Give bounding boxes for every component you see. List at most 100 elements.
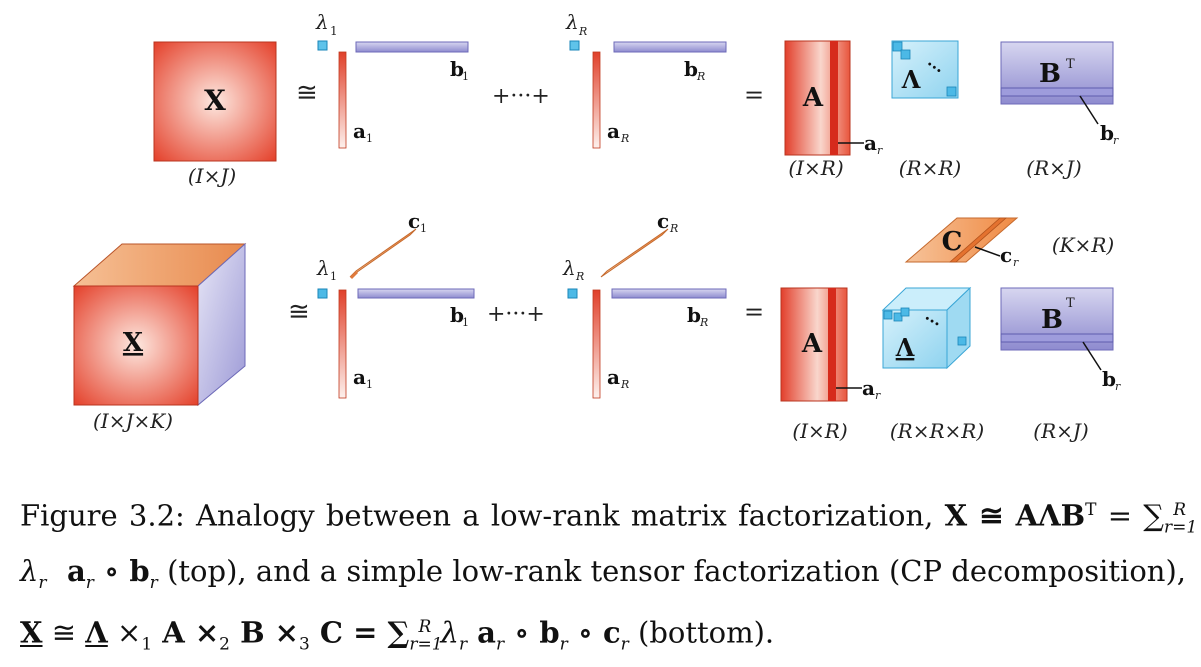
c-1-vector	[349, 228, 417, 278]
a-1-label: a	[353, 119, 366, 143]
matrix-bt-label-bottom: B	[1041, 305, 1063, 335]
matrix-c-col-sub: r	[1013, 256, 1019, 269]
caption-term2-b: ∘ b	[504, 615, 560, 650]
matrix-bt-sup: T	[1066, 57, 1075, 72]
lambda-matrix-label: Λ	[901, 65, 921, 94]
lambda-cube-diag-3	[900, 307, 910, 317]
caption-eq2-b: B ×	[229, 615, 299, 650]
caption-eq1-sup: T	[1085, 500, 1097, 520]
b-r-vector	[613, 41, 727, 53]
matrix-bt-row-r	[1000, 87, 1114, 97]
a-r-vector-bottom	[592, 289, 601, 399]
dims-a: (I×R)	[788, 156, 843, 180]
matrix-bt-sup-bottom: T	[1066, 296, 1075, 311]
matrix-bt-label: B	[1039, 59, 1061, 89]
lambda-r-label: λ	[565, 10, 579, 34]
b-1-label: b	[450, 57, 464, 81]
b-r-pointer-bottom	[1082, 341, 1102, 371]
caption-term2-c: ∘ c	[567, 615, 621, 650]
b-r-pointer	[1079, 95, 1099, 125]
caption-term1-sub: r	[38, 573, 47, 594]
caption-term2-a: a	[467, 615, 496, 650]
caption-prefix: Figure 3.2: Analogy between a low-rank m…	[20, 498, 945, 533]
equals-sign-bottom: =	[744, 298, 764, 326]
matrix-bt-row-sub: r	[1113, 134, 1119, 147]
matrix-a-column-r	[830, 41, 838, 155]
caption-eq2-rest: ×	[107, 615, 142, 650]
b-1-label-bottom: b	[450, 303, 464, 327]
caption-term2-b-sub: r	[559, 634, 568, 655]
lambda-r-sub: R	[578, 25, 587, 38]
matrix-a-label: A	[802, 83, 824, 113]
lambda-r-cube-bottom	[567, 288, 578, 299]
lambda-diag-1	[892, 41, 903, 52]
caption-eq2-a: A ×	[152, 615, 220, 650]
lambda-1-label: λ	[315, 10, 329, 34]
matrix-a	[784, 40, 851, 156]
lambda-cube-diag-2	[893, 312, 903, 322]
caption-eq2-mid: ≅	[42, 615, 86, 650]
a-1-sub: 1	[366, 132, 373, 145]
matrix-c-label: C	[942, 227, 963, 257]
a-1-label-bottom: a	[353, 365, 366, 389]
matrix-a-col-sub: r	[877, 144, 883, 157]
matrix-bt-row-sub-bottom: r	[1115, 380, 1121, 393]
a-1-vector-bottom	[338, 289, 347, 399]
caption-eq1-rest: = ∑	[1096, 498, 1164, 533]
dims-lambda-bottom: (R×R×R)	[890, 419, 984, 443]
c-r-sub: R	[669, 222, 678, 235]
caption-n2: 2	[219, 634, 230, 655]
matrix-c-col-label: c	[1000, 243, 1012, 267]
lambda-1-sub-bottom: 1	[330, 270, 337, 283]
caption-top-word: (top), and a simple low-rank tensor fact…	[157, 554, 1187, 589]
caption-term2-c-sub: r	[620, 634, 629, 655]
lambda-r-sub-bottom: R	[575, 270, 584, 283]
matrix-a-col-label-bottom: a	[862, 376, 875, 400]
b-1-vector	[355, 41, 469, 53]
lambda-cube-label: Λ	[895, 333, 915, 362]
c-r-label: c	[657, 209, 669, 233]
caption-term1: λ	[20, 554, 39, 589]
lambda-diag-r	[946, 86, 957, 97]
lambda-cube-diag-1	[883, 310, 893, 320]
tensor-x-dims: (I×J×K)	[93, 409, 173, 433]
a-r-vector	[592, 51, 601, 149]
lambda-r-label-bottom: λ	[562, 256, 576, 280]
c-r-vector	[600, 228, 669, 278]
c-1-sub: 1	[420, 222, 427, 235]
b-r-sub: R	[696, 70, 705, 83]
lambda-1-cube	[317, 40, 328, 51]
caption-term2-a-sub: r	[495, 634, 505, 655]
matrix-x-label: X	[204, 84, 226, 117]
caption-term2-sub: r	[458, 634, 468, 655]
c-1-vector-face	[350, 271, 358, 279]
caption-term1-b: ∘ b	[93, 554, 150, 589]
lambda-1-cube-bottom	[317, 288, 328, 299]
matrix-bt-row-r-bottom	[1000, 333, 1114, 343]
a-r-label-bottom: a	[607, 365, 620, 389]
bottom-row: X (I×J×K) ≅ c 1 λ 1 b 1 a 1 +···+ c R λ …	[72, 209, 1121, 443]
caption-sum-up: R	[1173, 500, 1186, 520]
b-r-vector-bottom	[611, 288, 727, 299]
matrix-a-label-bottom: A	[801, 329, 823, 359]
caption-eq1: X ≅ AΛB	[944, 498, 1086, 533]
dims-a-bottom: (I×R)	[792, 419, 847, 443]
caption-term1-b-sub: r	[149, 573, 158, 594]
b-r-label-bottom: b	[687, 303, 701, 327]
caption-term1-a: a	[46, 554, 86, 589]
b-r-label: b	[684, 57, 698, 81]
caption-term1-a-sub: r	[85, 573, 94, 594]
matrix-a-col-label: a	[864, 131, 877, 155]
matrix-x	[153, 41, 277, 162]
top-row: X (I×J) ≅ λ 1 b 1 a 1 +···+ λ R b R a R …	[153, 10, 1119, 188]
matrix-a-col-sub-bottom: r	[875, 389, 881, 402]
lambda-cube-diag-r	[957, 336, 967, 346]
equals-sign: =	[744, 81, 764, 109]
lambda-diag-2	[900, 49, 911, 60]
tensor-x-label: X	[123, 328, 144, 358]
matrix-x-dims: (I×J)	[188, 164, 236, 188]
b-1-sub: 1	[462, 70, 469, 83]
approx-symbol: ≅	[296, 78, 318, 108]
caption-term2: λ	[431, 615, 459, 650]
b-1-sub-bottom: 1	[462, 316, 469, 329]
